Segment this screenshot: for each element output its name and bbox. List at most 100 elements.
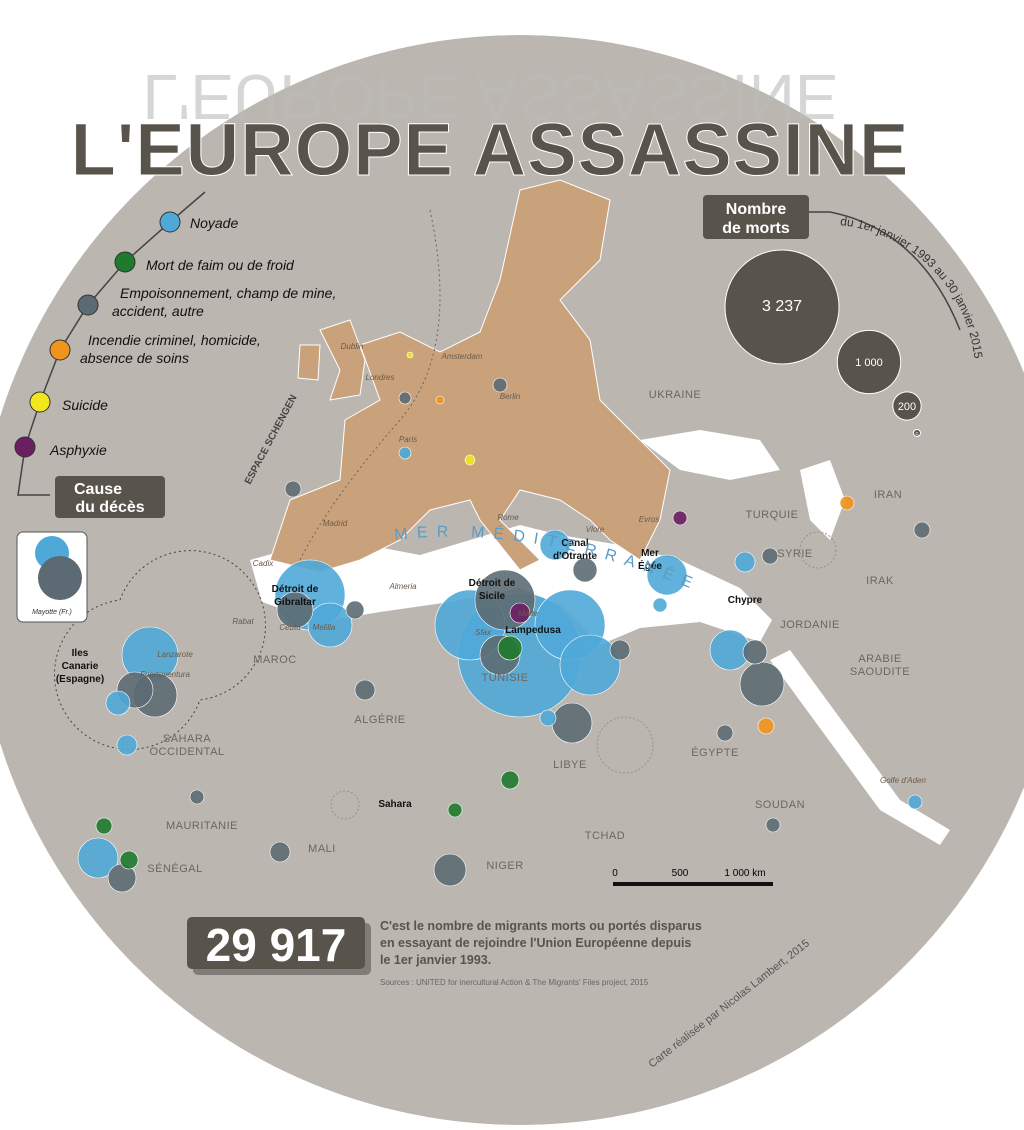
place-label-line: Iles [72, 648, 89, 659]
place-label: Sahara [378, 799, 412, 810]
legend-swatch [159, 211, 181, 233]
incident-dot [609, 639, 631, 661]
incident-dot [105, 690, 131, 716]
country-label: UKRAINE [649, 389, 701, 401]
caspian-sea [800, 460, 845, 540]
title: L'EUROPE ASSASSINE [71, 108, 910, 191]
legend-label: Noyade [190, 215, 238, 231]
country-label-line: SAHARA [163, 733, 211, 745]
incident-dot [551, 702, 593, 744]
place-label-line: d'Otrante [553, 551, 597, 562]
incident-dot [433, 853, 467, 887]
country-label: MALI [308, 843, 336, 855]
incident-dot [765, 817, 781, 833]
country-label: LIBYE [553, 759, 587, 771]
legend-swatch [14, 436, 36, 458]
place-label-line: Sicile [479, 591, 506, 602]
country-label: MAURITANIE [166, 820, 238, 832]
size-label: 5 [915, 433, 919, 439]
incident-dot [492, 377, 508, 393]
city-label: Sfax [475, 628, 492, 637]
scale-label: 0 [612, 868, 618, 879]
legend-swatch [77, 294, 99, 316]
city-label: Amsterdam [441, 352, 483, 361]
city-label: Melilla [313, 623, 336, 632]
place-label: Canal d'Otrante [553, 538, 597, 562]
place-label: Iles Canarie (Espagne) [56, 648, 104, 685]
country-label: SAHARA OCCIDENTAL [149, 733, 224, 758]
black-sea [640, 430, 780, 480]
country-label: ÉGYPTE [691, 746, 739, 759]
place-label: Lampedusa [505, 625, 561, 636]
country-label: IRAK [866, 575, 894, 587]
incident-dot [646, 554, 688, 596]
incident-dot [116, 734, 138, 756]
incident-dot [345, 600, 365, 620]
country-label: MAROC [253, 654, 296, 666]
city-label: Paris [399, 435, 417, 444]
schengen-line [299, 209, 441, 561]
place-label-line: Détroit de [469, 578, 516, 589]
incident-dot [189, 789, 205, 805]
scale-label: 1 000 km [724, 868, 765, 879]
unknown-marker [596, 716, 654, 774]
place-label: Détroit de Gibraltar [272, 584, 319, 608]
incident-dot [284, 480, 302, 498]
legend-badge [703, 195, 809, 239]
total-text-line: le 1er janvier 1993. [380, 953, 491, 967]
place-label-line: Détroit de [272, 584, 319, 595]
incident-dot [354, 679, 376, 701]
incident-dot [652, 597, 668, 613]
city-label: Berlin [500, 392, 521, 401]
place-label: Détroit de Sicile [469, 578, 516, 602]
total-number: 29 917 [206, 919, 347, 971]
canaries-zone [54, 550, 266, 750]
country-label: ARABIE SAOUDITE [850, 653, 910, 678]
incident-dot [742, 639, 768, 665]
total-text-line: C'est le nombre de migrants morts ou por… [380, 919, 702, 933]
country-label: SOUDAN [755, 799, 805, 811]
incident-dot [559, 634, 621, 696]
incident-dot [761, 547, 779, 565]
incident-dot [839, 495, 855, 511]
size-circle [913, 429, 921, 437]
map-labels: UKRAINE TURQUIE IRAN SYRIE IRAK JORDANIE ARABI… [56, 342, 927, 875]
inset-label: Mayotte (Fr.) [32, 609, 72, 616]
incident-dot [398, 446, 412, 460]
legend-line [790, 211, 961, 331]
legend-label: Incendie criminel, homicide, absence de s… [80, 332, 261, 366]
total-badge [187, 917, 365, 969]
legend-title: de morts [722, 220, 790, 237]
legend-label: Mort de faim ou de froid [146, 257, 295, 273]
country-label: SYRIE [777, 548, 813, 560]
size-circle [724, 249, 840, 365]
incident-dot [307, 602, 353, 648]
size-circle [892, 391, 922, 421]
country-label-line: ARABIE [858, 653, 901, 665]
legend-label-line: Empoisonnement, champ de mine, [120, 285, 336, 301]
incident-dot [539, 529, 571, 561]
scale-bar: 0 500 1 000 km [612, 868, 773, 886]
legend-title: du décès [75, 499, 144, 516]
sources: Sources : UNITED for inercultural Action… [380, 978, 649, 987]
incident-dot [435, 395, 445, 405]
legend-title: Nombre [726, 201, 787, 218]
city-label: Malte [518, 609, 538, 618]
legend-badge [55, 476, 165, 518]
city-label: Ceuta [279, 623, 301, 632]
size-circle [836, 329, 902, 395]
legend-swatch [49, 339, 71, 361]
unknown-marker [330, 790, 360, 820]
country-label: IRAN [874, 489, 902, 501]
legend-label-line: Incendie criminel, homicide, [88, 332, 261, 348]
legend-label: Asphyxie [49, 442, 107, 458]
cause-legend: Cause du décès Noyade Mort de faim ou de … [14, 191, 336, 518]
incident-dot [672, 510, 688, 526]
incident-dot [734, 551, 756, 573]
place-label-line: Canal [561, 538, 588, 549]
mayotte-inset: Mayotte (Fr.) [16, 531, 88, 623]
city-label: Fuerteventura [140, 670, 190, 679]
incident-dot [509, 602, 531, 624]
city-label: Golfe d'Aden [880, 776, 927, 785]
